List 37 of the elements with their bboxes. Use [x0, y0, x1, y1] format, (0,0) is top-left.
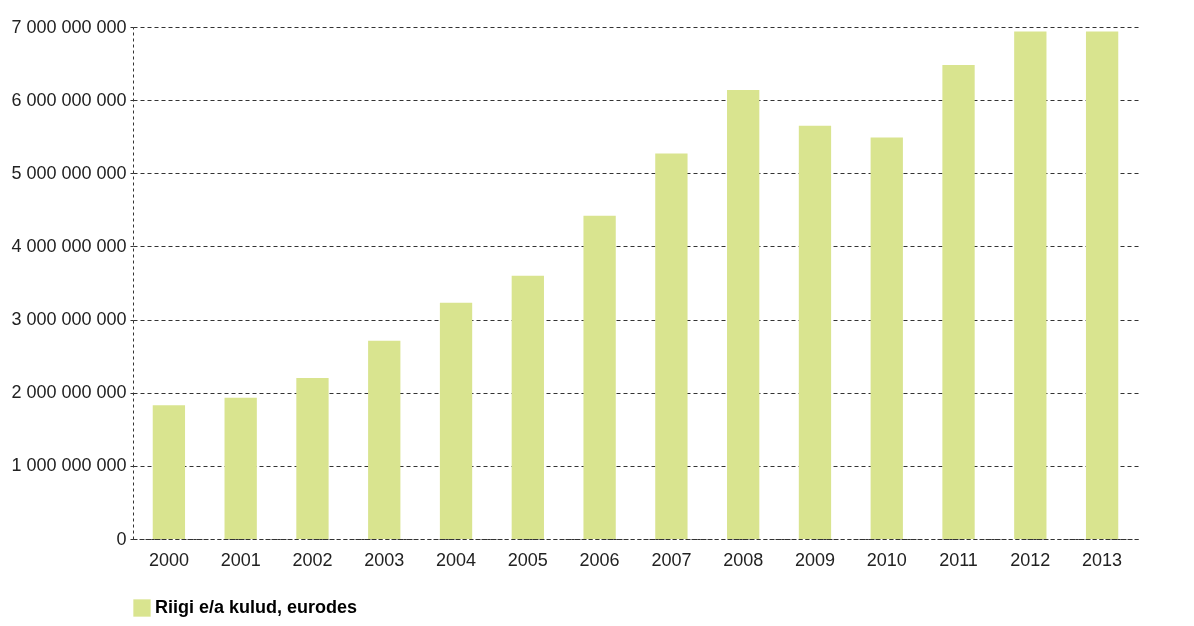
bar — [942, 65, 975, 539]
bar — [1085, 31, 1119, 539]
bar — [727, 89, 760, 539]
x-tick-label: 2006 — [579, 549, 620, 570]
bar — [583, 215, 616, 539]
y-tick-label: 3 000 000 000 — [11, 309, 127, 330]
y-tick-label: 2 000 000 000 — [11, 382, 127, 403]
x-tick-label: 2010 — [866, 549, 907, 570]
x-tick-label: 2004 — [436, 549, 477, 570]
x-tick-label: 2008 — [723, 549, 764, 570]
bar — [152, 405, 186, 539]
x-tick-label: 2007 — [651, 549, 692, 570]
y-tick-label: 0 — [116, 528, 127, 549]
y-tick-label: 6 000 000 000 — [11, 89, 127, 110]
x-tick-label: 2005 — [507, 549, 548, 570]
x-tick-label: 2013 — [1082, 549, 1123, 570]
bar — [296, 378, 329, 539]
bar — [1014, 31, 1047, 539]
y-tick-label: 1 000 000 000 — [11, 455, 127, 476]
y-tick-label: 5 000 000 000 — [11, 162, 127, 183]
bar — [439, 302, 473, 539]
y-tick-label: 4 000 000 000 — [11, 235, 127, 256]
x-tick-label: 2003 — [364, 549, 405, 570]
x-tick-label: 2001 — [220, 549, 261, 570]
x-tick-label: 2000 — [148, 549, 189, 570]
bar — [870, 137, 903, 539]
bar — [224, 397, 257, 539]
x-tick-label: 2011 — [939, 549, 978, 570]
bar — [655, 153, 688, 539]
x-tick-label: 2009 — [794, 549, 835, 570]
bar — [798, 125, 832, 539]
bar — [511, 275, 544, 539]
legend-label: Riigi e/a kulud, eurodes — [155, 597, 358, 617]
bar — [368, 340, 401, 539]
x-tick-label: 2002 — [292, 549, 333, 570]
y-tick-label: 7 000 000 000 — [11, 16, 127, 37]
x-tick-label: 2012 — [1010, 549, 1051, 570]
